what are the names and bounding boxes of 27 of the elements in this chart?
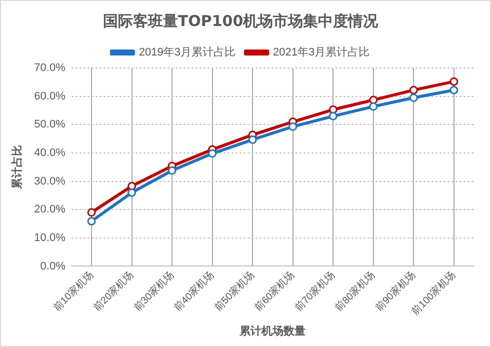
point <box>168 166 176 175</box>
y-tick-label: 0.0% <box>40 260 66 272</box>
y-tick-label: 70.0% <box>34 62 66 74</box>
point <box>128 182 136 190</box>
legend-label: 2021年3月累计占比 <box>273 46 370 59</box>
chart-title: 国际客班量TOP100机场市场集中度情况 <box>102 12 380 30</box>
point <box>409 93 418 102</box>
point <box>409 86 418 94</box>
y-tick-label: 30.0% <box>34 175 66 188</box>
point <box>450 86 458 94</box>
y-tick-label: 10.0% <box>34 232 66 244</box>
y-axis-title: 累计占比 <box>10 145 24 190</box>
point <box>87 216 96 226</box>
y-tick-label: 20.0% <box>34 204 66 216</box>
point <box>87 208 96 217</box>
y-tick-label: 60.0% <box>34 90 66 102</box>
point <box>248 135 257 144</box>
y-tick-label: 40.0% <box>34 146 66 159</box>
point <box>450 77 458 86</box>
point <box>288 122 298 131</box>
x-axis-title: 累计机场数量 <box>238 324 306 338</box>
y-tick-label: 50.0% <box>34 118 66 131</box>
point <box>128 188 136 197</box>
point <box>369 102 378 111</box>
point <box>208 149 217 158</box>
point <box>328 112 338 120</box>
legend-label: 2019年3月累计占比 <box>138 46 236 59</box>
